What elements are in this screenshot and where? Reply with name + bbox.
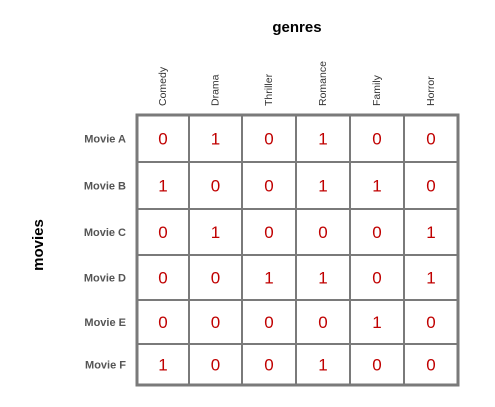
row-axis-title: movies bbox=[30, 219, 47, 271]
row-header-movie-d: Movie D bbox=[84, 273, 126, 285]
column-headers: Comedy Drama Thriller Romance Family Horror bbox=[157, 61, 437, 106]
column-axis-title: genres bbox=[272, 19, 321, 36]
row-headers: Movie A Movie B Movie C Movie D Movie E Movie… bbox=[84, 134, 126, 372]
matrix-cell-value: 0 bbox=[318, 223, 327, 242]
matrix-cell-value: 0 bbox=[158, 130, 167, 149]
column-header-thriller: Thriller bbox=[263, 73, 275, 106]
row-header-movie-e: Movie E bbox=[84, 317, 126, 329]
matrix-cell-value: 1 bbox=[211, 130, 220, 149]
matrix-grid bbox=[135, 113, 460, 387]
matrix-cell-value: 0 bbox=[372, 223, 381, 242]
column-header-romance: Romance bbox=[317, 61, 329, 106]
matrix-cell-value: 1 bbox=[426, 223, 435, 242]
matrix-cell-value: 1 bbox=[318, 130, 327, 149]
matrix-cell-value: 0 bbox=[264, 313, 273, 332]
matrix-cell-value: 1 bbox=[158, 356, 167, 375]
matrix-cell-value: 0 bbox=[372, 356, 381, 375]
row-header-movie-b: Movie B bbox=[84, 181, 126, 193]
column-header-drama: Drama bbox=[210, 74, 222, 106]
matrix-cell-value: 1 bbox=[318, 356, 327, 375]
matrix-cells: 0 1 0 1 0 0 1 0 0 1 1 0 0 1 0 0 0 1 0 0 1 1 0 1 0 0 0 0 1 0 1 0 0 1 0 0 bbox=[158, 130, 435, 375]
column-header-comedy: Comedy bbox=[157, 66, 169, 106]
matrix-cell-value: 0 bbox=[211, 356, 220, 375]
matrix-cell-value: 0 bbox=[211, 269, 220, 288]
matrix-cell-value: 0 bbox=[372, 269, 381, 288]
matrix-cell-value: 0 bbox=[211, 177, 220, 196]
column-header-family: Family bbox=[371, 74, 383, 106]
matrix-cell-value: 0 bbox=[426, 130, 435, 149]
matrix-cell-value: 1 bbox=[158, 177, 167, 196]
matrix-cell-value: 0 bbox=[158, 313, 167, 332]
matrix-cell-value: 1 bbox=[318, 269, 327, 288]
matrix-cell-value: 0 bbox=[264, 177, 273, 196]
matrix-cell-value: 1 bbox=[318, 177, 327, 196]
matrix-cell-value: 0 bbox=[264, 130, 273, 149]
matrix-cell-value: 0 bbox=[158, 223, 167, 242]
matrix-cell-value: 0 bbox=[158, 269, 167, 288]
matrix-cell-value: 0 bbox=[264, 356, 273, 375]
matrix-cell-value: 1 bbox=[372, 313, 381, 332]
column-header-horror: Horror bbox=[425, 76, 437, 106]
matrix-cell-value: 1 bbox=[211, 223, 220, 242]
matrix-cell-value: 0 bbox=[426, 177, 435, 196]
row-header-movie-a: Movie A bbox=[84, 134, 126, 146]
matrix-cell-value: 0 bbox=[264, 223, 273, 242]
matrix-cell-value: 0 bbox=[318, 313, 327, 332]
matrix-cell-value: 0 bbox=[211, 313, 220, 332]
row-header-movie-f: Movie F bbox=[85, 360, 126, 372]
matrix-outer-border bbox=[135, 113, 460, 387]
matrix-cell-value: 0 bbox=[426, 356, 435, 375]
row-header-movie-c: Movie C bbox=[84, 227, 126, 239]
matrix-cell-value: 0 bbox=[426, 313, 435, 332]
matrix-cell-value: 1 bbox=[426, 269, 435, 288]
matrix-cell-value: 1 bbox=[372, 177, 381, 196]
matrix-cell-value: 0 bbox=[372, 130, 381, 149]
matrix-cell-value: 1 bbox=[264, 269, 273, 288]
